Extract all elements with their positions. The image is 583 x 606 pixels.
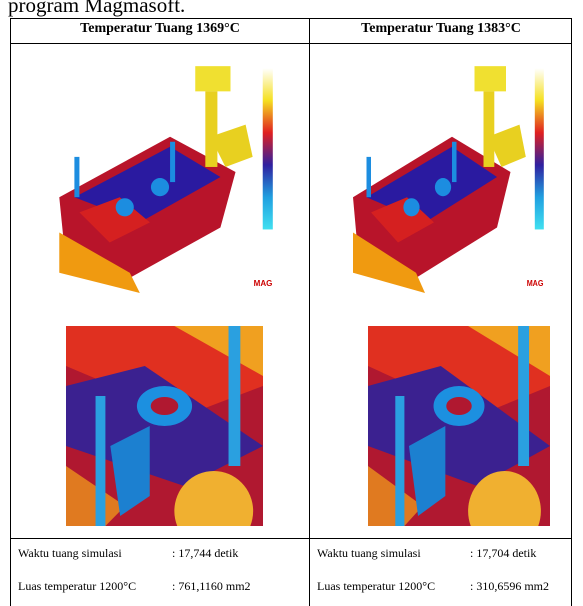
table-column: Temperatur Tuang 1383°C MAG Waktu tuang … xyxy=(310,19,572,606)
intro-text: program Magmasoft. xyxy=(8,0,185,18)
info-label: Waktu tuang simulasi xyxy=(18,546,122,561)
info-value: : 17,704 detik xyxy=(470,546,536,561)
info-label: Luas temperatur 1200°C xyxy=(18,579,136,594)
svg-text:MAG: MAG xyxy=(254,279,273,288)
simulation-detail xyxy=(368,326,550,526)
simulation-images: MAG xyxy=(11,43,309,539)
page: program Magmasoft. Temperatur Tuang 1369… xyxy=(0,0,583,606)
table-column: Temperatur Tuang 1369°C MAG Waktu tuang … xyxy=(11,19,310,606)
info-value: : 17,744 detik xyxy=(172,546,238,561)
simulation-overview: MAG xyxy=(317,46,569,298)
simulation-images: MAG xyxy=(310,43,572,539)
info-label: Waktu tuang simulasi xyxy=(317,546,421,561)
info-label: Luas temperatur 1200°C xyxy=(317,579,435,594)
comparison-table: Temperatur Tuang 1369°C MAG Waktu tuang … xyxy=(10,18,572,606)
column-header: Temperatur Tuang 1369°C xyxy=(11,19,309,44)
simulation-overview: MAG xyxy=(19,46,301,298)
info-value: : 761,1160 mm2 xyxy=(172,579,251,594)
simulation-detail xyxy=(66,326,263,526)
info-value: : 310,6596 mm2 xyxy=(470,579,549,594)
column-header: Temperatur Tuang 1383°C xyxy=(310,19,572,44)
svg-text:MAG: MAG xyxy=(527,279,544,288)
